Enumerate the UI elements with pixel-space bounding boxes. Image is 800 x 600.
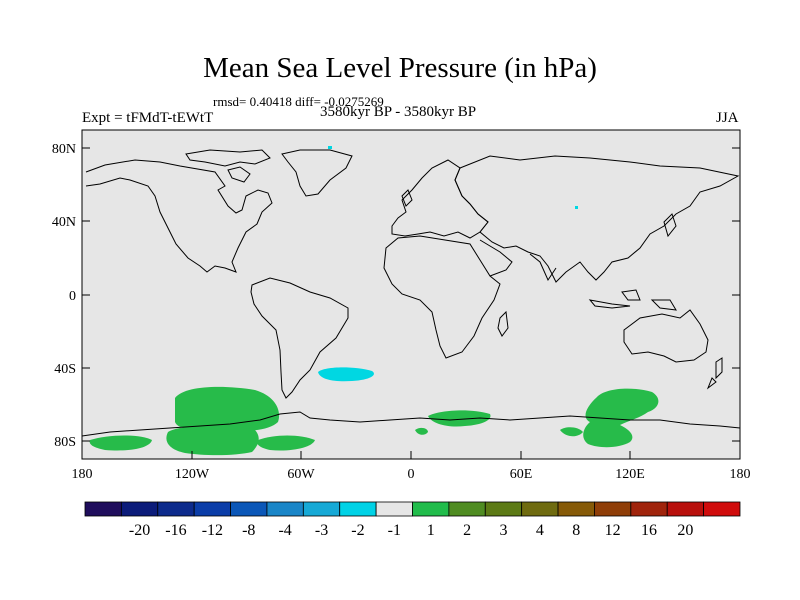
coastline-arabia-india [479, 239, 557, 282]
coastline-south-america [250, 277, 349, 399]
map-title: Mean Sea Level Pressure (in hPa) [203, 52, 597, 84]
lon-tick-label: 180 [72, 467, 93, 482]
anomaly-positive-patch [560, 427, 583, 437]
coastline-british-isles [401, 189, 413, 207]
lat-tick-label: 40N [52, 215, 76, 230]
anomaly-positive-patch [583, 388, 659, 448]
colorbar-swatch [557, 501, 595, 517]
colorbar-label: 8 [572, 522, 580, 539]
longitude-axis [81, 451, 741, 459]
coastline-greenland [281, 149, 353, 197]
lon-tick-label: 0 [408, 467, 415, 482]
colorbar-label: -3 [315, 522, 328, 539]
colorbar-swatch [703, 501, 741, 517]
lat-tick-label: 80N [52, 142, 76, 157]
lon-tick-label: 120E [615, 467, 645, 482]
colorbar-swatch [375, 501, 413, 517]
colorbar-swatch [666, 501, 705, 517]
colorbar-swatch [484, 501, 523, 517]
anomaly-positive-patch [89, 435, 152, 451]
anomaly-negative-patch [575, 206, 578, 209]
colorbar-swatch [448, 501, 486, 517]
rmsd-diff-stats: rmsd= 0.40418 diff= -0.0275269 [213, 94, 384, 109]
coastline-australia [623, 309, 709, 363]
colorbar-label: 3 [499, 522, 507, 539]
colorbar-label: -16 [165, 522, 186, 539]
latitude-labels: 80N 40N 0 40S 80S [52, 142, 76, 450]
period-label: 3580kyr BP - 3580kyr BP [320, 104, 477, 120]
colorbar-swatch [230, 501, 268, 517]
latitude-axis [82, 147, 740, 442]
colorbar-label: 4 [536, 522, 544, 539]
longitude-labels: 180 120W 60W 0 60E 120E 180 [72, 467, 751, 482]
colorbar-label: 16 [641, 522, 657, 539]
lon-tick-label: 60W [287, 467, 315, 482]
colorbar-swatch [521, 501, 559, 517]
anomaly-positive-patch [175, 386, 280, 432]
colorbar-swatch [193, 501, 231, 517]
colorbar-label: 12 [605, 522, 621, 539]
colorbar-label: 20 [677, 522, 693, 539]
anomaly-patches [89, 146, 659, 456]
colorbar-swatch [84, 501, 122, 517]
lat-tick-label: 40S [54, 362, 76, 377]
coastline-north-america [85, 159, 273, 273]
colorbar-label: -1 [388, 522, 401, 539]
anomaly-negative-patch [328, 146, 332, 149]
colorbar-swatch [302, 501, 341, 517]
colorbar-labels: -20 -16 -12 -8 -4 -3 -2 -1 1 2 3 4 8 12 16 20 [129, 522, 693, 539]
anomaly-positive-patch [428, 410, 491, 427]
colorbar-swatch [339, 501, 377, 517]
colorbar-label: -4 [278, 522, 291, 539]
anomaly-positive-patch [415, 427, 428, 435]
anomaly-positive-patch [257, 435, 315, 451]
lon-tick-label: 60E [510, 467, 533, 482]
colorbar-swatch [157, 501, 195, 517]
lat-tick-label: 0 [69, 289, 76, 304]
coastline-new-zealand [706, 357, 723, 390]
colorbar-label: -2 [351, 522, 364, 539]
coastline-asia [454, 155, 740, 283]
colorbar-swatch [630, 501, 668, 517]
anomaly-positive-patch [166, 425, 259, 456]
lat-tick-label: 80S [54, 435, 76, 450]
coastline-arctic-islands [227, 166, 251, 183]
colorbar-label: -12 [202, 522, 223, 539]
season-label: JJA [716, 110, 739, 126]
lon-tick-label: 120W [175, 467, 210, 482]
coastline-japan [663, 213, 677, 238]
colorbar-label: -8 [242, 522, 255, 539]
colorbar-swatch [412, 501, 450, 517]
coastline-africa [383, 235, 501, 359]
colorbar-swatch [594, 501, 632, 517]
coastlines [81, 149, 741, 437]
coastline-indonesia [588, 289, 677, 311]
colorbar-swatch [266, 501, 304, 517]
colorbar [84, 501, 741, 517]
anomaly-negative-patch [318, 367, 374, 382]
coastline-arctic-islands [185, 149, 271, 167]
coastline-madagascar [497, 310, 509, 337]
colorbar-label: 1 [427, 522, 435, 539]
lon-tick-label: 180 [730, 467, 751, 482]
colorbar-label: -20 [129, 522, 150, 539]
colorbar-swatch [120, 501, 159, 517]
coastline-antarctica [81, 411, 741, 437]
experiment-label: Expt = tFMdT-tEWtT [82, 110, 214, 126]
colorbar-label: 2 [463, 522, 471, 539]
